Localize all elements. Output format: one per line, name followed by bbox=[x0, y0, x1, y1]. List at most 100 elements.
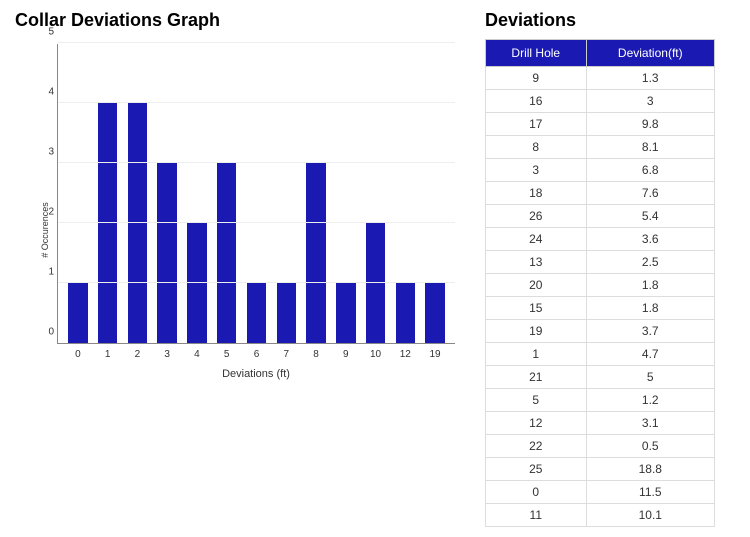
y-tick: 4 bbox=[40, 87, 54, 98]
bar bbox=[247, 283, 266, 343]
table-row: 011.5 bbox=[486, 481, 715, 504]
bar-slot: 5 bbox=[215, 163, 239, 343]
bar bbox=[425, 283, 444, 343]
table-row: 163 bbox=[486, 90, 715, 113]
table-cell: 25 bbox=[486, 458, 587, 481]
x-tick: 1 bbox=[105, 349, 111, 360]
table-header-row: Drill HoleDeviation(ft) bbox=[486, 40, 715, 67]
x-tick: 4 bbox=[194, 349, 200, 360]
table-cell: 24 bbox=[486, 228, 587, 251]
bar-slot: 4 bbox=[185, 223, 209, 343]
table-row: 132.5 bbox=[486, 251, 715, 274]
table-cell: 11 bbox=[486, 504, 587, 527]
bar bbox=[396, 283, 415, 343]
table-cell: 17 bbox=[486, 113, 587, 136]
table-cell: 21 bbox=[486, 366, 587, 389]
x-tick: 2 bbox=[135, 349, 141, 360]
table-row: 201.8 bbox=[486, 274, 715, 297]
table-cell: 2.5 bbox=[586, 251, 714, 274]
table-row: 91.3 bbox=[486, 67, 715, 90]
grid-line bbox=[58, 42, 455, 43]
table-cell: 10.1 bbox=[586, 504, 714, 527]
table-cell: 1.8 bbox=[586, 297, 714, 320]
table-cell: 1.3 bbox=[586, 67, 714, 90]
table-row: 51.2 bbox=[486, 389, 715, 412]
chart-panel: Collar Deviations Graph # Occurences 012… bbox=[15, 10, 455, 420]
bar bbox=[98, 103, 117, 343]
bar-slot: 9 bbox=[334, 283, 358, 343]
table-cell: 19 bbox=[486, 320, 587, 343]
table-body: 91.3163179.888.136.8187.6265.4243.6132.5… bbox=[486, 67, 715, 527]
table-row: 36.8 bbox=[486, 159, 715, 182]
table-cell: 9 bbox=[486, 67, 587, 90]
table-cell: 26 bbox=[486, 205, 587, 228]
bar-slot: 12 bbox=[393, 283, 417, 343]
bar-slot: 7 bbox=[274, 283, 298, 343]
table-row: 2518.8 bbox=[486, 458, 715, 481]
bar bbox=[277, 283, 296, 343]
table-cell: 0.5 bbox=[586, 435, 714, 458]
bar-slot: 2 bbox=[126, 103, 150, 343]
table-cell: 3 bbox=[586, 90, 714, 113]
bar bbox=[366, 223, 385, 343]
x-tick: 3 bbox=[164, 349, 170, 360]
table-cell: 5 bbox=[586, 366, 714, 389]
x-tick: 6 bbox=[254, 349, 260, 360]
bar bbox=[157, 163, 176, 343]
table-cell: 0 bbox=[486, 481, 587, 504]
table-cell: 3.7 bbox=[586, 320, 714, 343]
table-cell: 1.2 bbox=[586, 389, 714, 412]
bars-container: 0123456789101219 bbox=[58, 44, 455, 343]
bar-slot: 0 bbox=[66, 283, 90, 343]
table-row: 215 bbox=[486, 366, 715, 389]
table-row: 220.5 bbox=[486, 435, 715, 458]
table-cell: 3.6 bbox=[586, 228, 714, 251]
table-cell: 18.8 bbox=[586, 458, 714, 481]
x-tick: 19 bbox=[430, 349, 441, 360]
table-row: 193.7 bbox=[486, 320, 715, 343]
table-cell: 22 bbox=[486, 435, 587, 458]
x-tick: 8 bbox=[313, 349, 319, 360]
table-cell: 6.8 bbox=[586, 159, 714, 182]
x-tick: 5 bbox=[224, 349, 230, 360]
x-axis-label: Deviations (ft) bbox=[57, 368, 455, 380]
table-cell: 3 bbox=[486, 159, 587, 182]
bar-slot: 19 bbox=[423, 283, 447, 343]
table-cell: 8.1 bbox=[586, 136, 714, 159]
table-cell: 1.8 bbox=[586, 274, 714, 297]
x-tick: 0 bbox=[75, 349, 81, 360]
y-tick: 0 bbox=[40, 327, 54, 338]
bar bbox=[306, 163, 325, 343]
table-cell: 7.6 bbox=[586, 182, 714, 205]
table-row: 1110.1 bbox=[486, 504, 715, 527]
bar bbox=[336, 283, 355, 343]
y-tick: 2 bbox=[40, 207, 54, 218]
bar-slot: 1 bbox=[96, 103, 120, 343]
bar bbox=[128, 103, 147, 343]
grid-line bbox=[58, 222, 455, 223]
table-row: 265.4 bbox=[486, 205, 715, 228]
table-row: 14.7 bbox=[486, 343, 715, 366]
table-panel: Deviations Drill HoleDeviation(ft) 91.31… bbox=[485, 10, 715, 527]
grid-line bbox=[58, 102, 455, 103]
table-row: 179.8 bbox=[486, 113, 715, 136]
table-cell: 5.4 bbox=[586, 205, 714, 228]
table-header-cell: Drill Hole bbox=[486, 40, 587, 67]
chart-title: Collar Deviations Graph bbox=[15, 10, 455, 31]
table-cell: 3.1 bbox=[586, 412, 714, 435]
main-container: Collar Deviations Graph # Occurences 012… bbox=[15, 10, 735, 527]
x-tick: 9 bbox=[343, 349, 349, 360]
table-cell: 18 bbox=[486, 182, 587, 205]
table-title: Deviations bbox=[485, 10, 715, 31]
plot-area: 0123456789101219 012345 bbox=[57, 44, 455, 344]
bar-slot: 6 bbox=[245, 283, 269, 343]
table-cell: 12 bbox=[486, 412, 587, 435]
chart-area: # Occurences 0123456789101219 012345 Dev… bbox=[15, 39, 455, 420]
bar-slot: 8 bbox=[304, 163, 328, 343]
bar bbox=[187, 223, 206, 343]
grid-line bbox=[58, 162, 455, 163]
table-row: 243.6 bbox=[486, 228, 715, 251]
table-cell: 16 bbox=[486, 90, 587, 113]
bar-slot: 10 bbox=[364, 223, 388, 343]
x-tick: 10 bbox=[370, 349, 381, 360]
